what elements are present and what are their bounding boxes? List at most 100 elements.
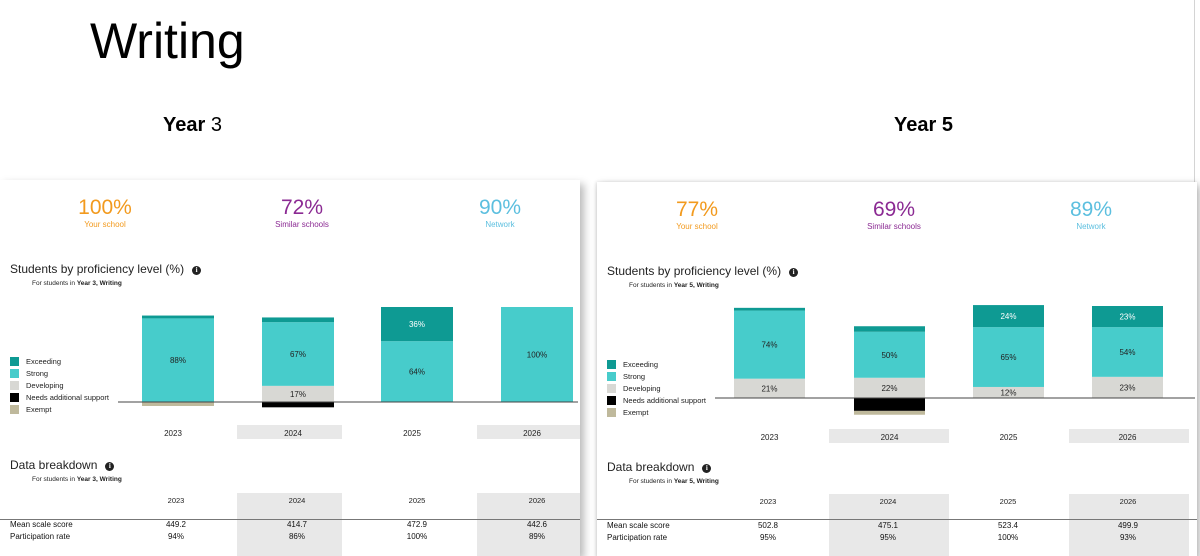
bar-exceeding-2025[interactable] (381, 307, 453, 342)
stat-label: Similar schools (275, 220, 329, 229)
table-cell: 94% (167, 532, 184, 541)
bar-strong-2026[interactable] (1092, 327, 1163, 377)
bar-needs-support-2024[interactable] (262, 402, 334, 408)
bar-label-2025: 24% (1000, 312, 1016, 321)
x-tick-label-2026: 2026 (523, 429, 541, 438)
year-shade (1069, 429, 1189, 443)
table-cell: 86% (288, 532, 305, 541)
bar-label-2024: 22% (881, 384, 897, 393)
table-cell: 502.8 (757, 521, 779, 530)
table-cell: 442.6 (526, 520, 548, 529)
bar-developing-2023[interactable] (734, 378, 805, 398)
legend-item: Exempt (10, 405, 109, 417)
proficiency-title: Students by proficiency level (%) i (607, 264, 799, 278)
legend-item: Strong (607, 372, 706, 384)
bar-label-2024: 50% (881, 351, 897, 360)
stat-value: 90% (478, 196, 522, 219)
bar-strong-2025[interactable] (381, 341, 453, 402)
info-icon[interactable]: i (192, 266, 202, 275)
bar-developing-2024[interactable] (854, 377, 925, 398)
stat-value: 89% (1069, 198, 1113, 221)
info-icon[interactable]: i (702, 464, 712, 473)
year-shade (829, 429, 949, 443)
bar-group-2023: 21% 74% (734, 307, 805, 398)
table-cell: 93% (1119, 533, 1136, 542)
stat-label: Network (1076, 222, 1106, 231)
bar-exceeding-2024[interactable] (262, 317, 334, 323)
stat-network: 89% Network (1021, 198, 1161, 232)
bar-label-2025: 65% (1000, 353, 1016, 362)
bar-developing-2024[interactable] (262, 385, 334, 402)
table-column-shade (477, 493, 580, 556)
table-column-shade (237, 493, 342, 556)
breakdown-title: Data breakdown i (607, 460, 712, 474)
legend-swatch-strong (607, 372, 616, 381)
year-5-heading: Year 5 (894, 114, 953, 136)
legend-label: Exceeding (26, 357, 62, 366)
x-tick-label-2024: 2024 (284, 429, 302, 438)
table-header-2026: 2026 (528, 496, 546, 505)
legend-swatch-strong (10, 369, 19, 378)
bar-developing-2026[interactable] (1092, 376, 1163, 398)
bar-exempt-2023[interactable] (142, 402, 214, 406)
bar-label-2025: 12% (1000, 388, 1016, 397)
bar-strong-2024[interactable] (854, 331, 925, 378)
legend-swatch-developing (607, 384, 616, 393)
legend-swatch-needs-support (10, 393, 19, 402)
bar-label-2024: 67% (290, 350, 306, 359)
year-3-panel: 100% Your school 72% Similar schools 90% Netw… (0, 180, 580, 556)
breakdown-title-text: Data breakdown (607, 460, 695, 474)
chart-legend: Exceeding Strong Developing Needs additiona… (10, 357, 109, 417)
bar-strong-2024[interactable] (262, 322, 334, 386)
info-icon[interactable]: i (105, 462, 115, 471)
bar-exceeding-2026[interactable] (1092, 306, 1163, 328)
legend-label: Needs additional support (26, 393, 109, 402)
breakdown-subtitle-bold: Year 3, Writing (76, 476, 122, 483)
bar-label-2026: 23% (1119, 383, 1135, 392)
table-divider (0, 519, 580, 520)
legend-label: Needs additional support (623, 396, 706, 405)
legend-label: Exempt (26, 405, 52, 414)
stat-similar-schools: 72% Similar schools (232, 196, 372, 230)
x-tick-label-2025: 2025 (1000, 433, 1018, 442)
bar-strong-2025[interactable] (973, 327, 1044, 387)
stat-label: Network (485, 220, 515, 229)
stat-value: 77% (675, 198, 719, 221)
table-header-2025: 2025 (408, 496, 426, 505)
bar-exceeding-2023[interactable] (734, 307, 805, 311)
table-column-shade (1069, 494, 1189, 556)
legend-item: Exempt (607, 408, 706, 420)
bar-exceeding-2024[interactable] (854, 326, 925, 332)
legend-label: Developing (623, 384, 661, 393)
breakdown-subtitle-prefix: For students in (32, 476, 77, 483)
table-cell: 472.9 (406, 520, 428, 529)
bar-strong-2023[interactable] (142, 318, 214, 402)
bar-strong-2026[interactable] (501, 307, 573, 402)
bar-needs-support-2024[interactable] (854, 398, 925, 411)
proficiency-chart: 21%74%202322%50%202412%65%24%202523%54%2… (715, 305, 1195, 442)
bar-label-2026: 54% (1119, 348, 1135, 357)
bar-developing-2025[interactable] (973, 386, 1044, 398)
info-icon[interactable]: i (789, 268, 799, 277)
table-row-label: Mean scale score (607, 521, 670, 530)
table-header-2023: 2023 (759, 497, 777, 506)
bar-label-2023: 74% (761, 341, 777, 350)
proficiency-subtitle-bold: Year 3, Writing (76, 280, 122, 287)
legend-label: Strong (623, 372, 646, 381)
bar-exceeding-2023[interactable] (142, 315, 214, 319)
table-cell: 100% (406, 532, 428, 541)
breakdown-subtitle-bold: Year 5, Writing (673, 478, 719, 485)
table-cell: 523.4 (997, 521, 1019, 530)
bar-exceeding-2025[interactable] (973, 305, 1044, 328)
stat-label: Similar schools (867, 222, 921, 231)
legend-item: Needs additional support (10, 393, 109, 405)
bar-exempt-2024[interactable] (854, 410, 925, 415)
table-cell: 499.9 (1117, 521, 1139, 530)
proficiency-subtitle-prefix: For students in (629, 282, 674, 289)
table-cell: 95% (759, 533, 776, 542)
bar-strong-2023[interactable] (734, 310, 805, 379)
table-cell: 95% (879, 533, 896, 542)
legend-item: Developing (607, 384, 706, 396)
x-tick-label-2026: 2026 (1119, 433, 1137, 442)
table-row-label: Participation rate (10, 532, 71, 541)
